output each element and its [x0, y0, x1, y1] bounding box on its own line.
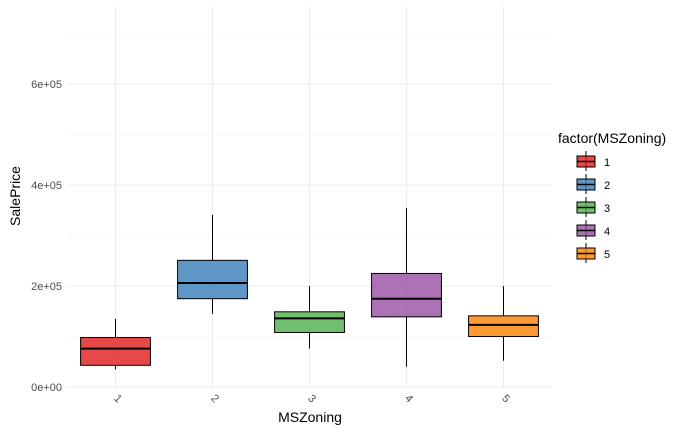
x-tick-label: 1	[111, 392, 124, 405]
legend: factor(MSZoning) 1 2 3 4 5	[558, 130, 666, 263]
y-tick-label: 2e+05	[31, 281, 62, 293]
boxes	[80, 207, 539, 370]
legend-item-4: 4	[576, 220, 610, 240]
box-3	[274, 286, 345, 349]
y-tick-label: 6e+05	[31, 79, 62, 91]
legend-item-2: 2	[576, 174, 610, 194]
legend-label: 1	[604, 157, 610, 169]
box-body	[274, 311, 345, 333]
legend-items: 1 2 3 4 5	[576, 151, 610, 263]
box-4	[371, 207, 442, 367]
x-tick-label: 3	[305, 392, 318, 405]
legend-label: 2	[604, 180, 610, 192]
y-tick-label: 0e+00	[31, 382, 62, 394]
x-tick-label: 4	[402, 392, 415, 405]
legend-item-5: 5	[576, 243, 610, 263]
box-body	[80, 337, 151, 366]
y-tick-label: 4e+05	[31, 180, 62, 192]
x-tick-label: 5	[499, 392, 512, 405]
legend-item-3: 3	[576, 197, 610, 217]
legend-title: factor(MSZoning)	[558, 130, 666, 146]
box-1	[80, 318, 151, 370]
legend-label: 3	[604, 203, 610, 215]
y-axis-title: SalePrice	[7, 166, 23, 226]
x-tick-label: 2	[208, 392, 221, 405]
legend-label: 5	[604, 249, 610, 261]
box-2	[177, 214, 248, 314]
box-5	[468, 286, 539, 361]
legend-label: 4	[604, 226, 610, 238]
legend-item-1: 1	[576, 151, 610, 171]
box-body	[371, 272, 442, 318]
box-body	[468, 315, 539, 338]
box-body	[177, 259, 248, 300]
y-axis-ticks: 0e+00 2e+05 4e+05 6e+05	[31, 79, 62, 394]
x-axis-title: MSZoning	[278, 409, 342, 425]
x-axis-ticks: 1 2 3 4 5	[111, 392, 512, 405]
